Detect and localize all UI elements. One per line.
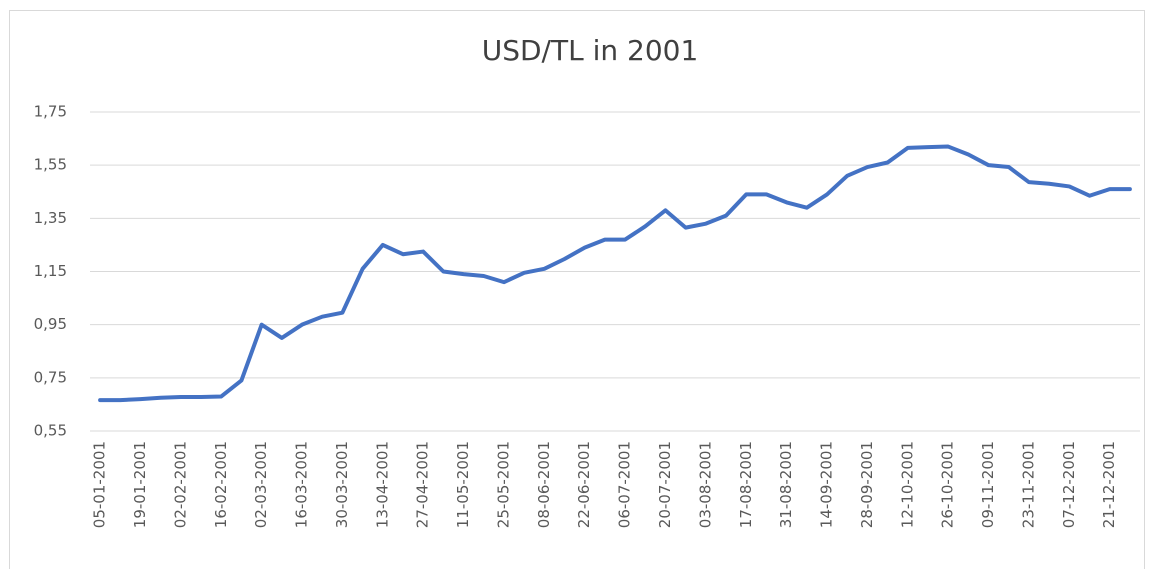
x-tick-label: 26-10-2001 (939, 441, 957, 528)
x-tick-label: 17-08-2001 (737, 441, 755, 528)
line-series (98, 144, 1132, 403)
x-tick-label: 07-12-2001 (1060, 441, 1078, 528)
x-tick-label: 31-08-2001 (777, 441, 795, 528)
x-tick-label: 09-11-2001 (979, 441, 997, 528)
x-tick-label: 14-09-2001 (818, 441, 836, 528)
x-tick-label: 27-04-2001 (414, 441, 432, 528)
x-tick-label: 03-08-2001 (696, 441, 714, 528)
y-tick-label: 1,35 (34, 209, 67, 227)
x-tick-label: 16-02-2001 (212, 441, 230, 528)
x-tick-label: 21-12-2001 (1100, 441, 1118, 528)
x-tick-label: 11-05-2001 (454, 441, 472, 528)
y-tick-label: 0,55 (34, 422, 67, 440)
x-tick-label: 16-03-2001 (293, 441, 311, 528)
x-tick-label: 28-09-2001 (858, 441, 876, 528)
x-tick-label: 25-05-2001 (494, 441, 512, 528)
x-tick-label: 13-04-2001 (373, 441, 391, 528)
y-tick-label: 1,55 (34, 156, 67, 174)
x-tick-label: 19-01-2001 (131, 441, 149, 528)
x-tick-label: 08-06-2001 (535, 441, 553, 528)
x-tick-label: 12-10-2001 (898, 441, 916, 528)
y-tick-label: 0,95 (34, 315, 67, 333)
y-tick-label: 1,75 (34, 103, 67, 121)
x-tick-label: 20-07-2001 (656, 441, 674, 528)
x-tick-label: 02-02-2001 (171, 441, 189, 528)
x-tick-label: 30-03-2001 (333, 441, 351, 528)
chart-title: USD/TL in 2001 (482, 34, 699, 67)
y-tick-label: 1,15 (34, 262, 67, 280)
chart-frame (9, 10, 1145, 569)
x-tick-label: 22-06-2001 (575, 441, 593, 528)
x-tick-label: 02-03-2001 (252, 441, 270, 528)
x-tick-label: 06-07-2001 (616, 441, 634, 528)
x-tick-label: 05-01-2001 (91, 441, 109, 528)
y-tick-label: 0,75 (34, 368, 67, 386)
x-tick-label: 23-11-2001 (1019, 441, 1037, 528)
